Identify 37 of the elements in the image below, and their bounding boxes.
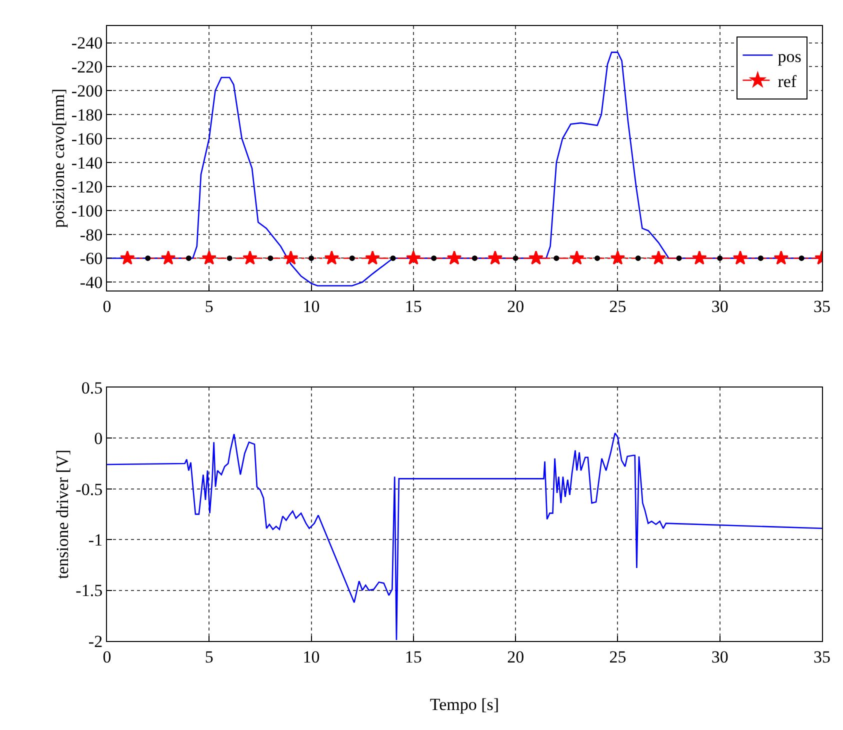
y-tick-label: 0.5 bbox=[81, 378, 103, 398]
x-tick-label: 5 bbox=[204, 647, 214, 666]
legend-label: pos bbox=[778, 46, 802, 66]
x-tick-label: 15 bbox=[404, 296, 422, 316]
y-tick-label: -180 bbox=[71, 106, 103, 125]
x-tick-label: 15 bbox=[404, 647, 422, 666]
x-tick-label: 30 bbox=[711, 296, 728, 316]
y-tick-label: -60 bbox=[80, 249, 103, 268]
x-axis-title: Tempo [s] bbox=[430, 694, 500, 714]
x-tick-label: 25 bbox=[609, 647, 626, 666]
y-tick-label: -2 bbox=[88, 632, 103, 651]
legend-label: ref bbox=[778, 72, 797, 91]
y-tick-label: -140 bbox=[71, 153, 103, 172]
y-tick-label: -200 bbox=[71, 82, 103, 101]
y-tick-label: 0 bbox=[94, 429, 103, 448]
y-tick-label: -1 bbox=[88, 530, 103, 550]
x-tick-label: 5 bbox=[204, 296, 214, 316]
x-tick-label: 30 bbox=[711, 647, 728, 666]
x-tick-label: 25 bbox=[609, 296, 626, 316]
x-tick-label: 10 bbox=[302, 296, 320, 316]
y-tick-label: -40 bbox=[80, 273, 103, 292]
y-tick-label: -100 bbox=[71, 201, 103, 220]
y-tick-label: -1.5 bbox=[76, 581, 103, 600]
x-tick-label: 35 bbox=[814, 647, 830, 666]
y-tick-label: -160 bbox=[71, 129, 103, 148]
y-tick-label: -0.5 bbox=[76, 480, 103, 499]
y-tick-label: -220 bbox=[71, 58, 103, 77]
x-tick-label: 20 bbox=[507, 296, 524, 316]
x-tick-label: 10 bbox=[302, 647, 320, 666]
y-tick-label: -120 bbox=[71, 177, 103, 196]
y-axis-title: posizione cavo[mm] bbox=[48, 88, 68, 228]
y-tick-label: -240 bbox=[71, 34, 103, 53]
y-tick-label: -80 bbox=[80, 225, 103, 244]
y-axis-title: tensione driver [V] bbox=[53, 450, 72, 579]
x-tick-label: 35 bbox=[814, 296, 830, 316]
x-tick-label: 20 bbox=[507, 647, 524, 666]
line-series bbox=[107, 432, 822, 641]
